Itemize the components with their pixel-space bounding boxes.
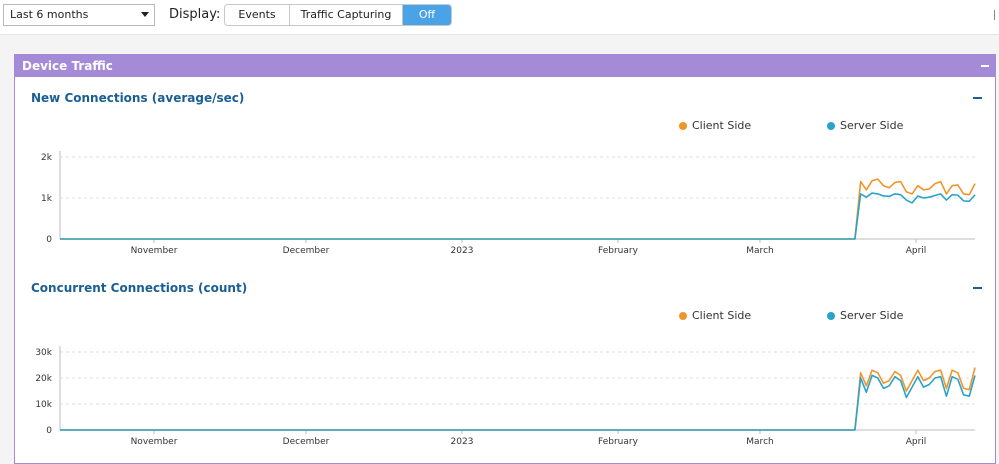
legend-label: Server Side [840, 119, 904, 132]
legend-server-side[interactable]: Server Side [827, 309, 903, 322]
display-option-off[interactable]: Off [403, 5, 451, 25]
legend-client-side[interactable]: Client Side [679, 119, 751, 132]
x-tick-label: 2023 [451, 246, 474, 256]
legend-dot-icon [827, 121, 835, 130]
panel-title: Device Traffic [22, 59, 113, 73]
chart-title-concurrent-connections: Concurrent Connections (count) [31, 281, 248, 295]
time-range-value: Last 6 months [10, 8, 89, 21]
x-tick-label: March [746, 437, 773, 447]
chart-title-new-connections: New Connections (average/sec) [31, 91, 245, 105]
y-tick-label: 2k [41, 153, 53, 163]
toolbar: Last 6 months Display: Events Traffic Ca… [0, 0, 999, 35]
x-tick-label: December [283, 246, 330, 256]
y-tick-label: 20k [35, 374, 52, 384]
display-option-events[interactable]: Events [225, 5, 290, 25]
x-tick-label: November [131, 246, 178, 256]
device-traffic-panel: Device Traffic New Connections (average/… [14, 54, 996, 464]
panel-header: Device Traffic [15, 55, 995, 77]
display-option-traffic-capturing[interactable]: Traffic Capturing [290, 5, 403, 25]
legend-label: Server Side [840, 309, 904, 322]
time-range-select[interactable]: Last 6 months [3, 4, 155, 26]
collapse-icon[interactable] [973, 287, 982, 289]
x-tick-label: 2023 [451, 437, 474, 447]
x-tick-label: November [131, 437, 178, 447]
legend-dot-icon [679, 311, 687, 320]
series-line-server-side[interactable] [60, 192, 976, 240]
y-tick-label: 1k [41, 194, 53, 204]
x-tick-label: December [283, 437, 330, 447]
x-tick-label: April [906, 246, 927, 256]
scroll-edge-marker [994, 10, 995, 20]
y-tick-label: 0 [46, 426, 52, 436]
legend-label: Client Side [692, 309, 752, 322]
display-toggle-group: Events Traffic Capturing Off [224, 4, 452, 26]
concurrent-connections-chart: 0 10k 20k 30k November December 2023 February Ma… [35, 346, 976, 447]
x-tick-label: April [906, 437, 927, 447]
collapse-icon[interactable] [973, 97, 982, 99]
x-tick-label: March [746, 246, 773, 256]
series-line-client-side[interactable] [60, 367, 976, 431]
x-tick-label: February [598, 437, 639, 447]
legend-dot-icon [679, 121, 687, 130]
caret-down-icon [141, 12, 149, 17]
y-tick-label: 10k [35, 400, 52, 410]
x-tick-label: February [598, 246, 639, 256]
y-tick-label: 30k [35, 348, 52, 358]
legend-server-side[interactable]: Server Side [827, 119, 903, 132]
series-line-server-side[interactable] [60, 374, 976, 431]
collapse-icon[interactable] [981, 65, 989, 67]
new-connections-chart: 0 1k 2k November December 2023 February March Ap… [41, 151, 976, 256]
legend-client-side[interactable]: Client Side [679, 309, 751, 322]
y-tick-label: 0 [46, 235, 52, 245]
legend-dot-icon [827, 311, 835, 320]
display-label: Display: [169, 7, 221, 22]
legend-label: Client Side [692, 119, 752, 132]
series-line-client-side[interactable] [60, 178, 976, 240]
